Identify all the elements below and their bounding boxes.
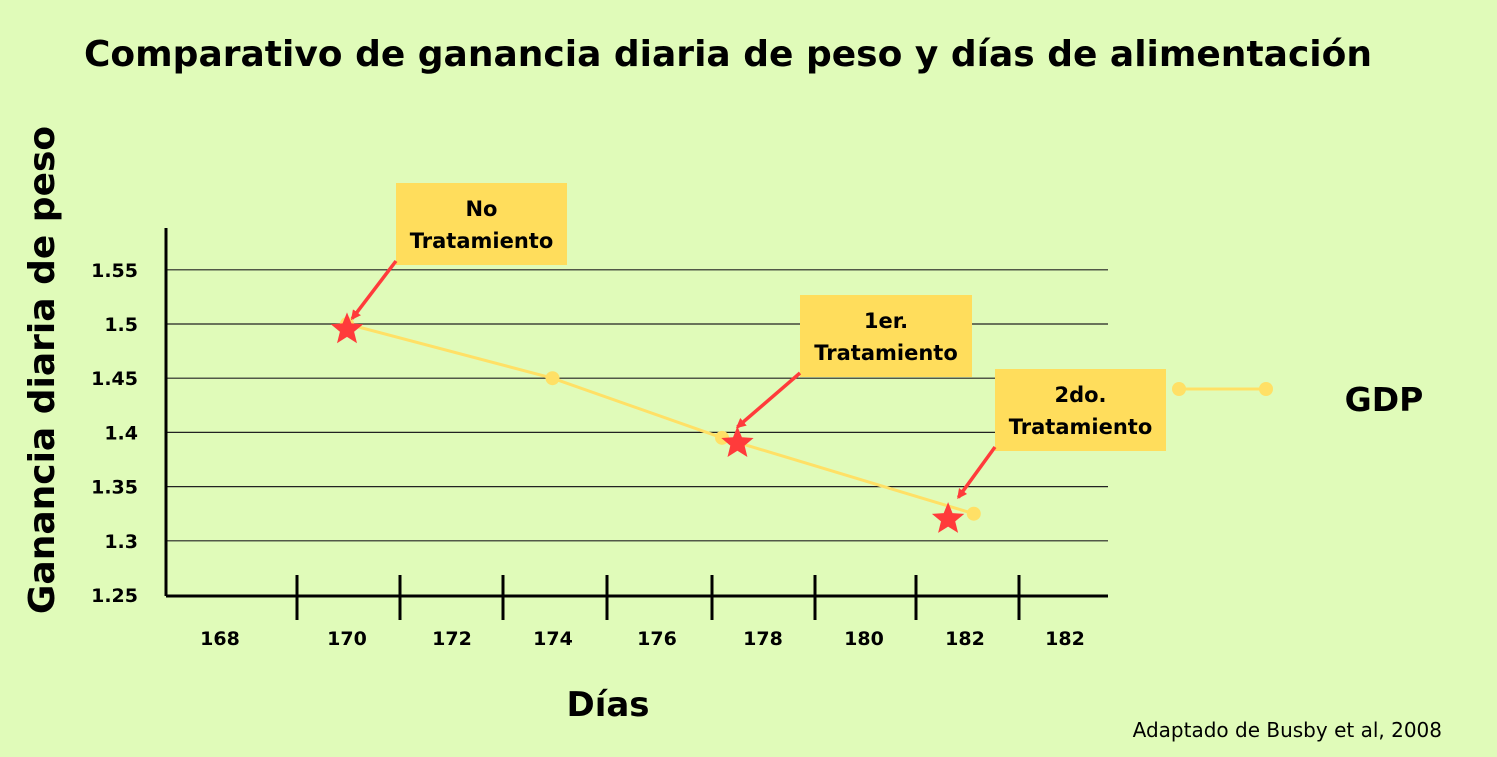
annotation-text: Tratamiento <box>1009 415 1153 439</box>
x-tick-label: 174 <box>533 628 573 650</box>
y-tick-label: 1.35 <box>91 477 138 499</box>
annotation: 2do. Tratamiento <box>956 369 1166 500</box>
annotation-box <box>396 183 567 265</box>
series-line <box>346 322 975 516</box>
chart-title: Comparativo de ganancia diaria de peso y… <box>84 34 1372 75</box>
x-tick-label: 172 <box>432 628 472 650</box>
annotation-arrow <box>350 259 398 321</box>
annotation-arrow <box>956 445 997 500</box>
annotation: 1er. Tratamiento <box>735 295 972 429</box>
grid-lines <box>166 269 1108 542</box>
y-tick-label: 1.25 <box>91 585 138 607</box>
x-tick-label: 182 <box>1045 628 1085 650</box>
legend: GDP <box>1172 380 1423 419</box>
annotation: No Tratamiento <box>350 183 567 321</box>
legend-label: GDP <box>1345 380 1424 419</box>
annotation-arrow <box>735 371 802 429</box>
x-tick-labels: 168 170 172 174 176 178 180 182 182 <box>200 628 1085 650</box>
y-tick-label: 1.5 <box>104 314 138 336</box>
x-tick-label: 182 <box>945 628 985 650</box>
y-tick-label: 1.4 <box>104 422 138 444</box>
x-tick-label: 170 <box>327 628 367 650</box>
axes <box>164 228 1108 620</box>
annotation-text: No <box>465 197 497 221</box>
x-tick-label: 168 <box>200 628 240 650</box>
data-point <box>545 371 560 386</box>
y-tick-label: 1.55 <box>91 260 138 282</box>
annotation-text: 2do. <box>1054 383 1106 407</box>
annotation-text: Tratamiento <box>814 341 958 365</box>
star-marker <box>931 502 965 533</box>
annotations: No Tratamiento 1er. Tratamiento 2do. Tratamie… <box>350 183 1166 500</box>
annotation-box <box>995 369 1166 451</box>
source-note: Adaptado de Busby et al, 2008 <box>1133 718 1442 742</box>
y-tick-label: 1.45 <box>91 368 138 390</box>
x-axis-label: Días <box>566 685 649 725</box>
star-marker <box>721 426 754 457</box>
data-point <box>966 506 981 521</box>
y-tick-labels: 1.25 1.3 1.35 1.4 1.45 1.5 1.55 <box>91 260 138 607</box>
legend-marker <box>1172 382 1186 396</box>
annotation-text: 1er. <box>864 309 908 333</box>
y-tick-label: 1.3 <box>104 531 138 553</box>
star-marker <box>330 312 364 344</box>
x-tick-label: 178 <box>743 628 783 650</box>
annotation-box <box>800 295 972 377</box>
annotation-text: Tratamiento <box>410 229 554 253</box>
x-tick-label: 176 <box>637 628 677 650</box>
y-axis-label: Ganancia diaria de peso <box>22 126 63 614</box>
x-tick-label: 180 <box>844 628 884 650</box>
legend-marker <box>1259 382 1273 396</box>
star-markers <box>330 312 965 533</box>
